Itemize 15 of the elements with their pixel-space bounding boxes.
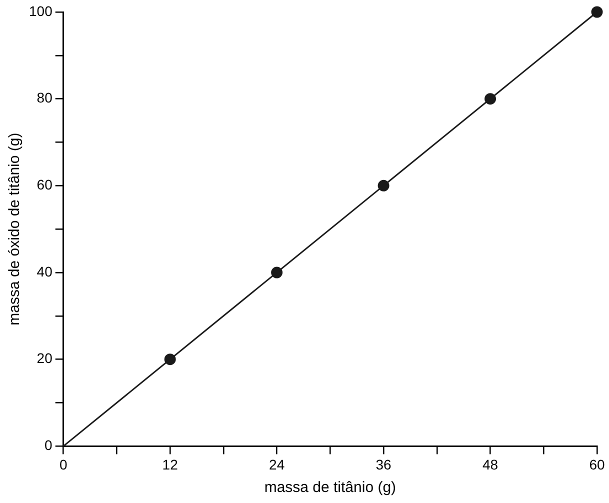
y-tick-label: 40 <box>36 263 53 280</box>
y-tick-label: 20 <box>36 350 53 366</box>
x-tick-label: 36 <box>376 456 392 472</box>
point <box>591 6 603 18</box>
x-tick-label: 12 <box>162 456 178 472</box>
x-tick-label: 60 <box>589 456 605 472</box>
y-tick-label: 60 <box>36 176 53 193</box>
x-tick-label: 0 <box>59 456 68 472</box>
y-tick-label: 0 <box>44 437 53 454</box>
y-tick-label: 100 <box>29 2 53 19</box>
x-axis-title: massa de titânio (g) <box>264 479 396 496</box>
x-tick-label: 48 <box>482 456 498 472</box>
y-tick-label: 80 <box>36 90 53 106</box>
x-tick-label: 24 <box>269 456 285 472</box>
y-axis-title: massa de óxido de titânio (g) <box>6 132 24 326</box>
